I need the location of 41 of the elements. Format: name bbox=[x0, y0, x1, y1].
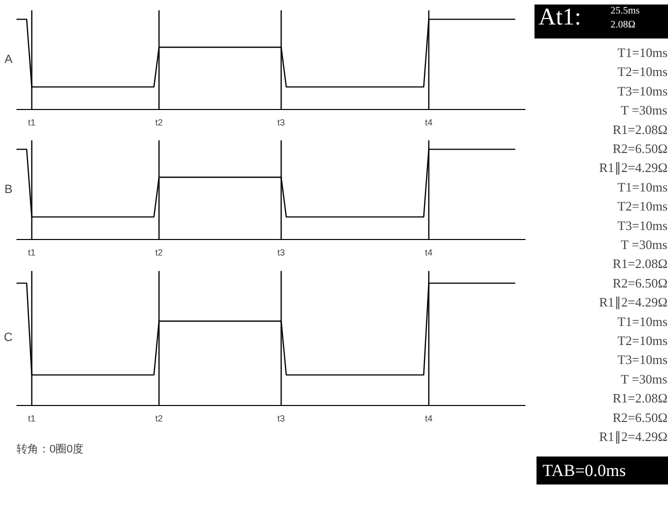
y-axis-title: B bbox=[4, 182, 13, 196]
x-tick-label: t1 bbox=[28, 118, 36, 128]
text: R1=2.08Ω bbox=[612, 390, 668, 406]
text: R2=6.50Ω bbox=[612, 275, 668, 290]
x-tick-label: t3 bbox=[277, 414, 285, 424]
x-tick-label: t1 bbox=[28, 248, 36, 258]
x-tick-label: t3 bbox=[277, 248, 285, 258]
text: T =30ms bbox=[620, 371, 668, 386]
text: T2=10ms bbox=[618, 198, 668, 214]
text: T1=10ms bbox=[618, 179, 668, 194]
x-tick-label: t2 bbox=[155, 118, 163, 128]
text: 转角：0圈0度 bbox=[16, 442, 84, 456]
text: T3=10ms bbox=[618, 218, 668, 233]
x-tick-label: t2 bbox=[155, 414, 163, 424]
text: 2.08Ω bbox=[610, 20, 636, 30]
x-tick-label: t4 bbox=[425, 414, 433, 424]
text: R2=6.50Ω bbox=[612, 141, 668, 156]
x-tick-label: t4 bbox=[425, 118, 433, 128]
text: T =30ms bbox=[620, 237, 668, 252]
text: T2=10ms bbox=[618, 333, 668, 348]
text: TAB=0.0ms bbox=[542, 461, 626, 480]
text: R1∥2=4.29Ω bbox=[599, 429, 668, 444]
text: R2=6.50Ω bbox=[612, 410, 668, 425]
text: T3=10ms bbox=[618, 352, 668, 368]
text: T2=10ms bbox=[618, 64, 668, 80]
x-tick-label: t4 bbox=[425, 248, 433, 258]
x-tick-label: t1 bbox=[28, 414, 36, 424]
text: R1=2.08Ω bbox=[612, 122, 668, 137]
text: T1=10ms bbox=[618, 314, 668, 329]
text: R1∥2=4.29Ω bbox=[599, 160, 668, 176]
x-tick-label: t2 bbox=[155, 248, 163, 258]
text: R1=2.08Ω bbox=[612, 256, 668, 272]
text: T =30ms bbox=[620, 102, 668, 118]
text: T3=10ms bbox=[618, 83, 668, 98]
text: 25.5ms bbox=[610, 6, 640, 16]
text: T1=10ms bbox=[618, 45, 668, 60]
text: At1: bbox=[538, 4, 582, 30]
y-axis-title: A bbox=[4, 52, 13, 66]
y-axis-title: C bbox=[4, 330, 13, 344]
x-tick-label: t3 bbox=[277, 118, 285, 128]
text: R1∥2=4.29Ω bbox=[599, 294, 668, 310]
